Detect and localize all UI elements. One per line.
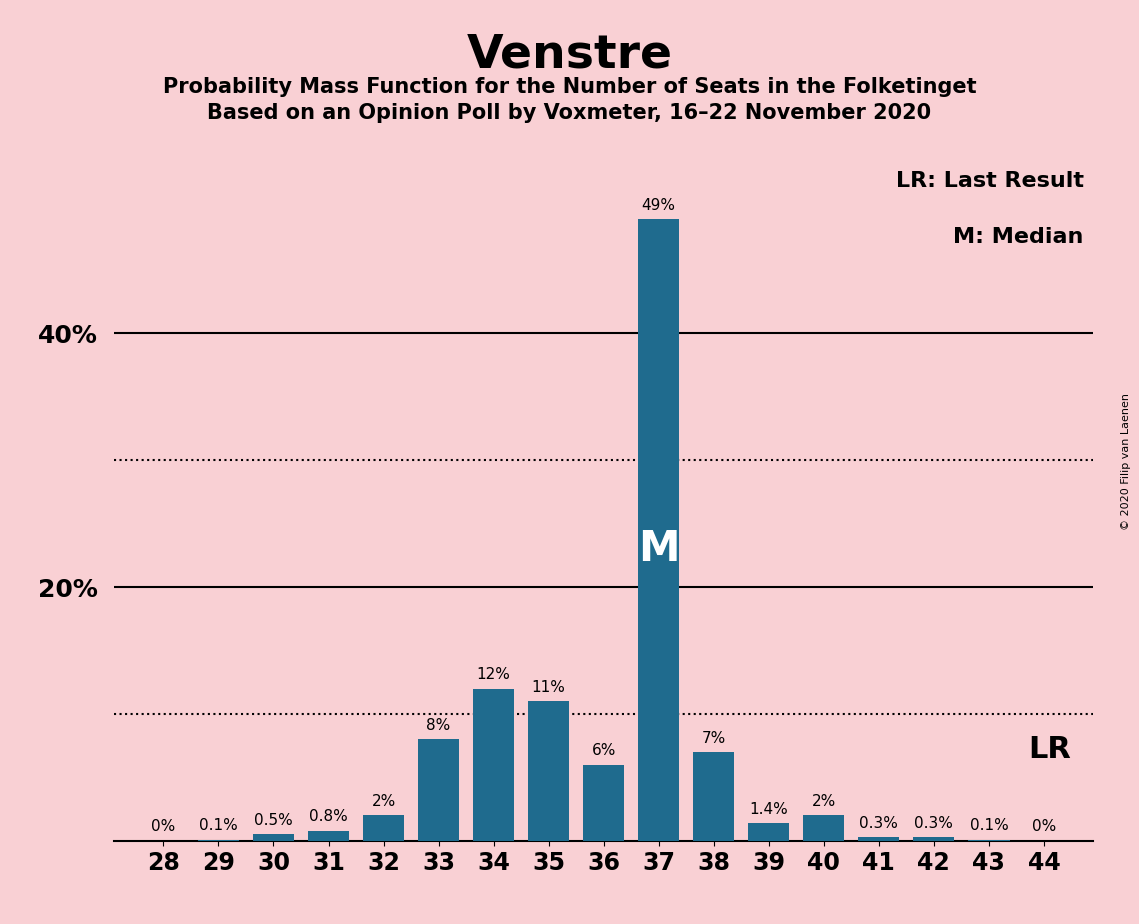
Bar — [418, 739, 459, 841]
Text: LR: Last Result: LR: Last Result — [895, 171, 1083, 191]
Text: LR: LR — [1029, 735, 1072, 764]
Text: Based on an Opinion Poll by Voxmeter, 16–22 November 2020: Based on an Opinion Poll by Voxmeter, 16… — [207, 103, 932, 124]
Text: 8%: 8% — [426, 718, 451, 733]
Text: 11%: 11% — [532, 680, 566, 695]
Bar — [253, 834, 294, 841]
Text: © 2020 Filip van Laenen: © 2020 Filip van Laenen — [1121, 394, 1131, 530]
Bar — [694, 752, 735, 841]
Text: Probability Mass Function for the Number of Seats in the Folketinget: Probability Mass Function for the Number… — [163, 77, 976, 97]
Bar — [803, 816, 844, 841]
Bar — [748, 823, 789, 841]
Bar — [968, 840, 1009, 841]
Bar — [858, 837, 900, 841]
Bar — [583, 765, 624, 841]
Text: 0.3%: 0.3% — [915, 816, 953, 831]
Bar — [308, 831, 350, 841]
Bar — [473, 688, 514, 841]
Text: 0.1%: 0.1% — [199, 819, 238, 833]
Bar — [363, 816, 404, 841]
Text: Venstre: Venstre — [467, 32, 672, 78]
Text: 0.1%: 0.1% — [969, 819, 1008, 833]
Text: 1.4%: 1.4% — [749, 802, 788, 817]
Text: 49%: 49% — [641, 198, 675, 213]
Bar — [913, 837, 954, 841]
Text: 7%: 7% — [702, 731, 726, 746]
Text: 0%: 0% — [1032, 820, 1056, 834]
Bar — [528, 701, 570, 841]
Text: 0.5%: 0.5% — [254, 813, 293, 828]
Text: 0%: 0% — [151, 820, 175, 834]
Text: 0.3%: 0.3% — [860, 816, 899, 831]
Bar — [198, 840, 239, 841]
Bar — [638, 219, 679, 841]
Text: 12%: 12% — [477, 667, 510, 682]
Text: 0.8%: 0.8% — [309, 809, 347, 824]
Text: 2%: 2% — [371, 794, 395, 809]
Text: M: M — [638, 528, 680, 570]
Text: M: Median: M: Median — [953, 227, 1083, 247]
Text: 6%: 6% — [591, 744, 616, 759]
Text: 2%: 2% — [812, 794, 836, 809]
